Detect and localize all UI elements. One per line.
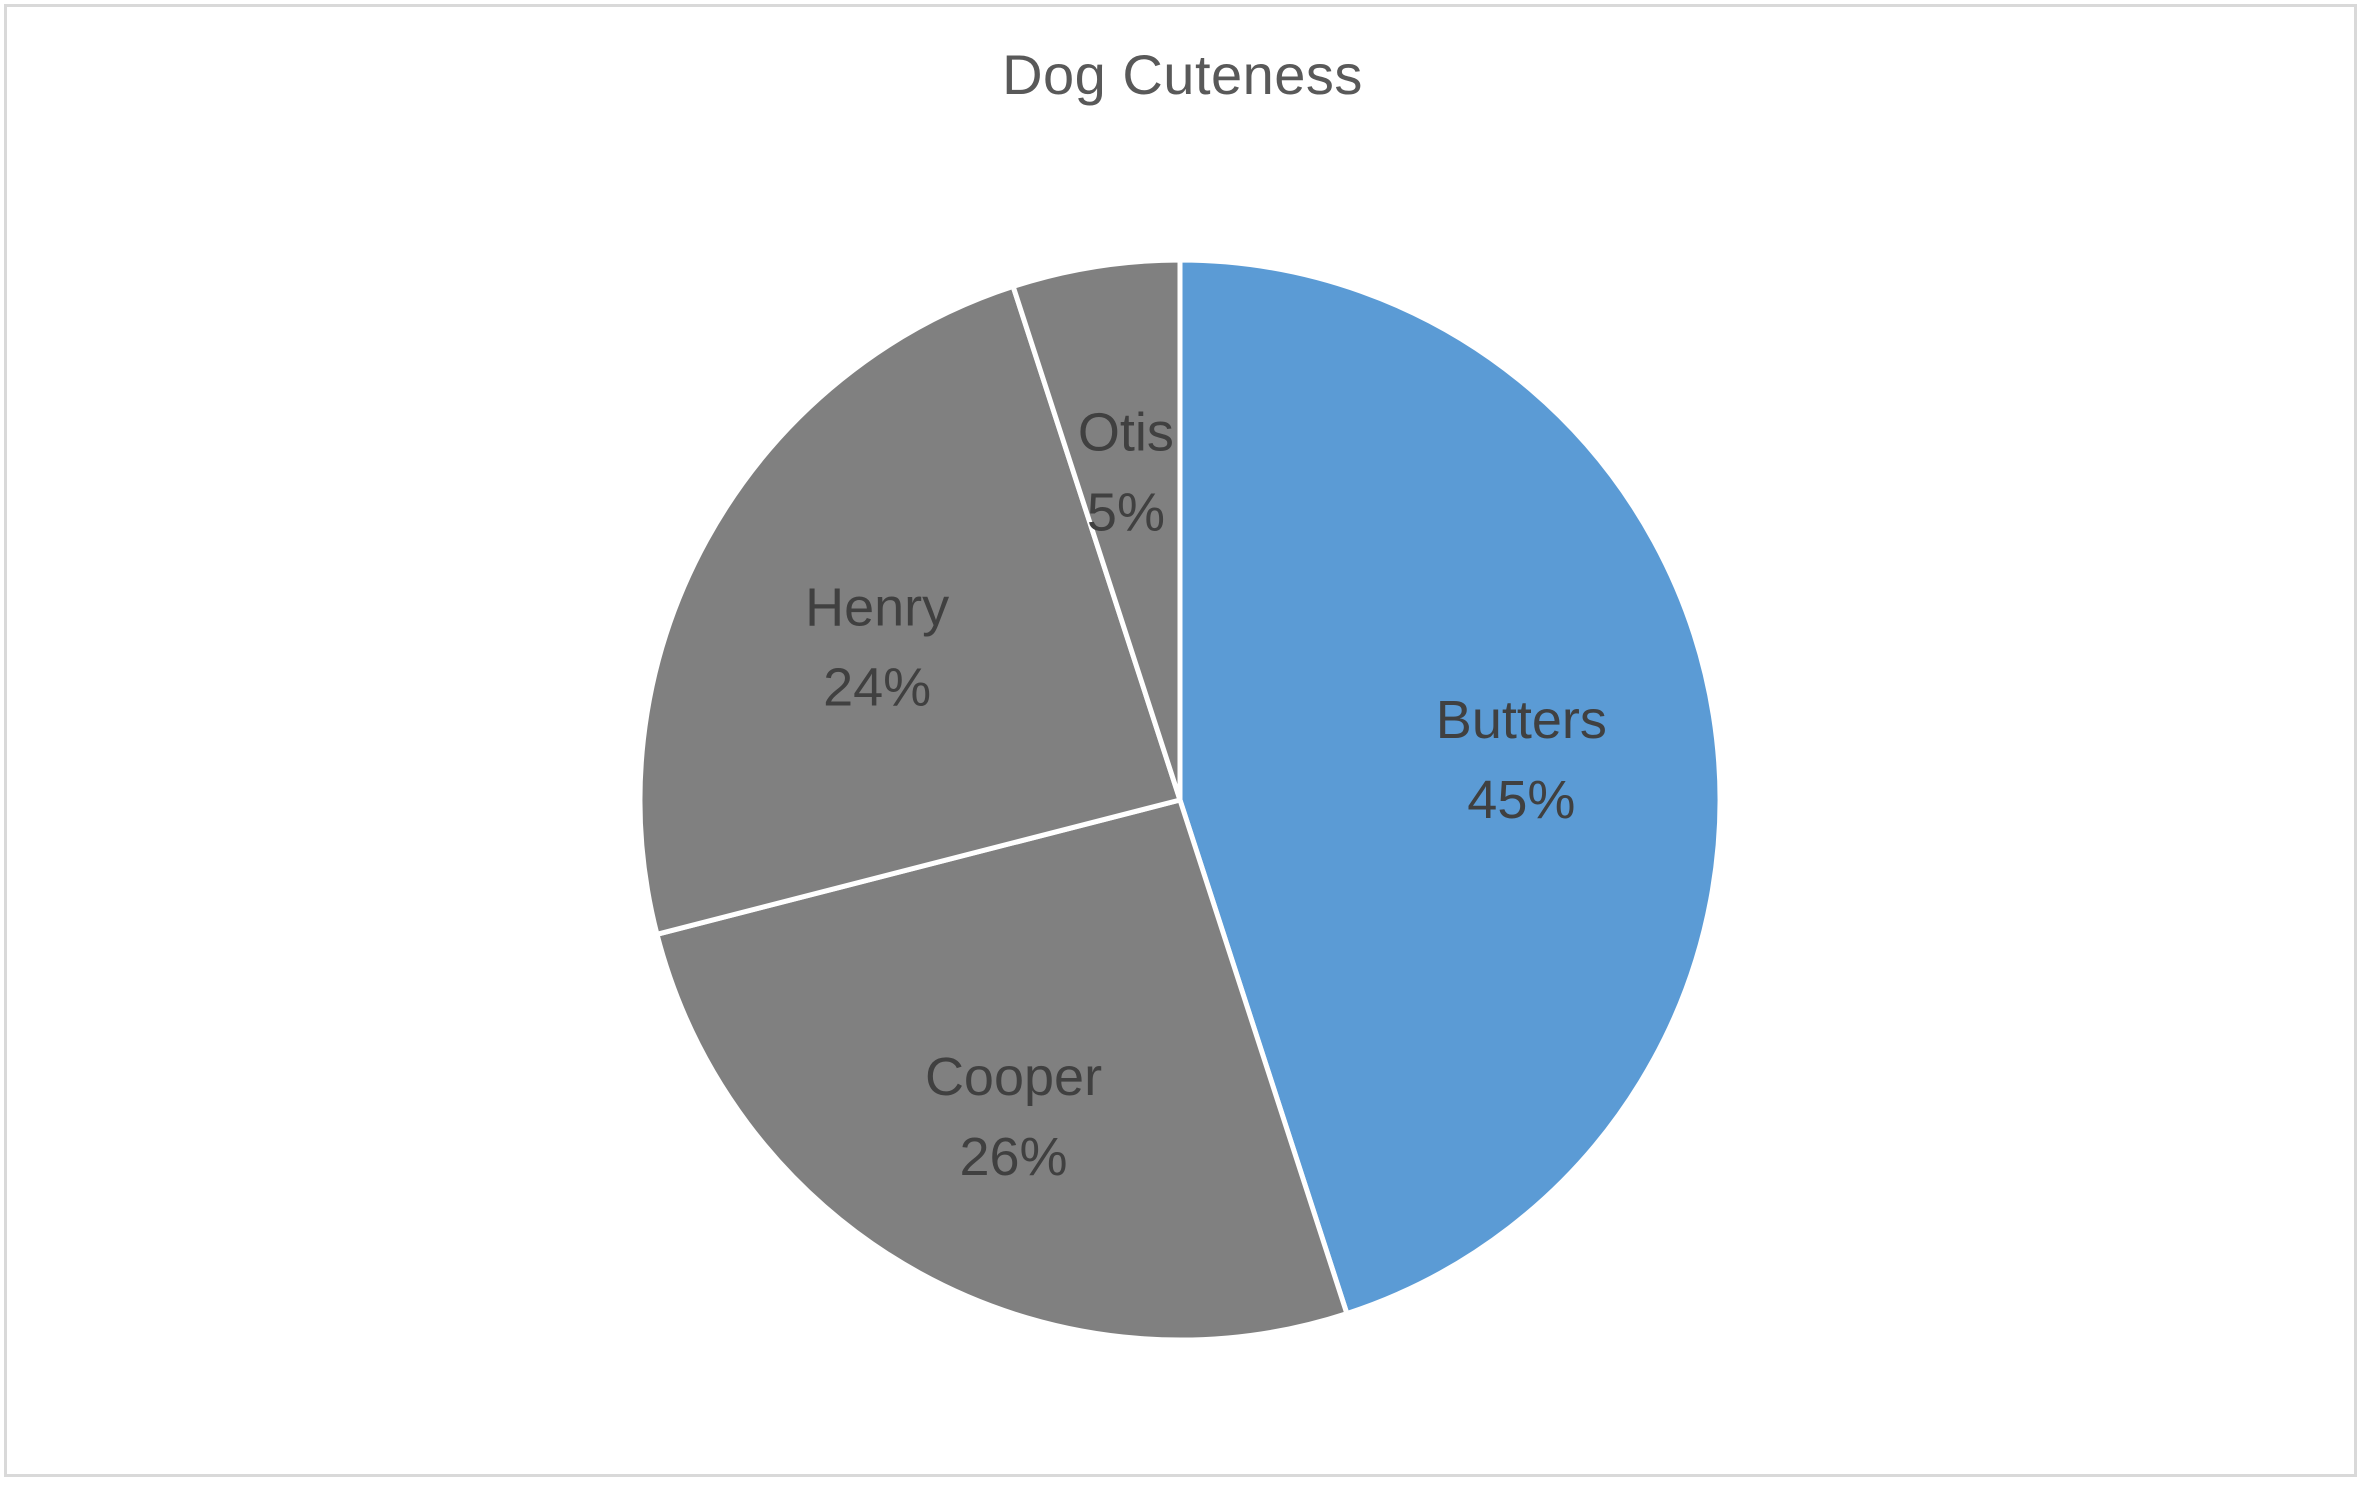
pie-slice-butters [1177,257,1723,1317]
slice-label-butters: Butters [1436,690,1607,750]
slice-percent-otis: 5% [1087,483,1165,543]
slice-label-cooper: Cooper [925,1047,1102,1107]
pie-slice-otis [1010,257,1183,803]
slice-percent-butters: 45% [1467,770,1575,830]
labels-layer: Butters 45% Cooper 26% Henry 24% Otis 5% [805,403,1607,1187]
pie-slice-henry [637,283,1183,937]
slice-label-otis: Otis [1078,403,1174,463]
slice-label-henry: Henry [805,578,949,638]
slice-percent-henry: 24% [823,658,931,718]
slices-layer [637,257,1723,1343]
slice-percent-cooper: 26% [959,1127,1067,1187]
pie-slice-cooper [654,797,1350,1343]
chart-title: Dog Cuteness [1002,43,1363,106]
